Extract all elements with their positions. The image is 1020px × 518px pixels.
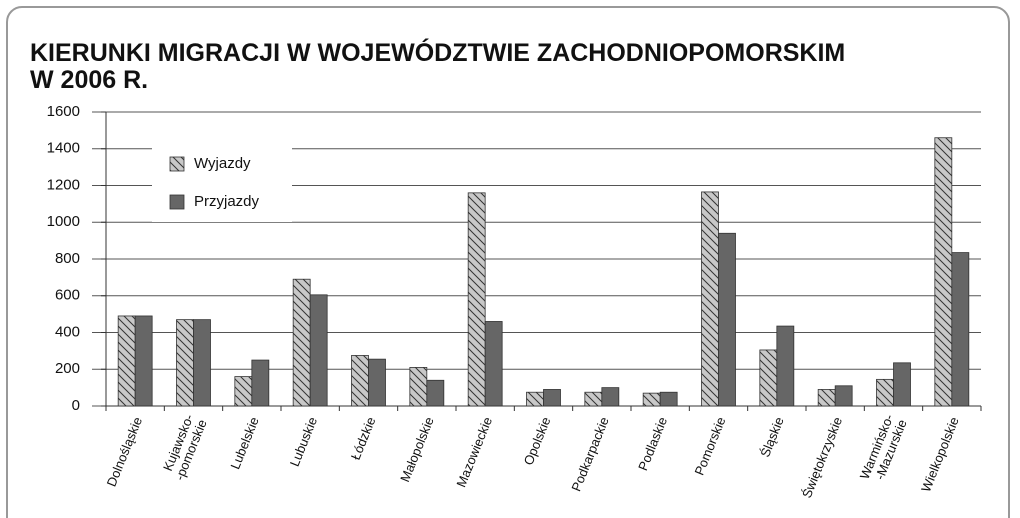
bar — [234, 376, 253, 407]
bar — [642, 392, 661, 407]
bar — [426, 379, 445, 407]
y-tick-label: 1200 — [47, 176, 80, 193]
legend-swatch — [169, 156, 185, 172]
legend-label: Wyjazdy — [194, 155, 251, 172]
bar — [718, 232, 736, 407]
bar — [834, 385, 853, 407]
bar — [484, 321, 503, 407]
legend-swatch — [169, 194, 185, 210]
chart-title: KIERUNKI MIGRACJI W WOJEWÓDZTWIE ZACHODN… — [30, 39, 846, 94]
bar — [409, 367, 428, 407]
x-tick-label: Łódzkie — [348, 415, 379, 462]
x-tick-label: Śląskie — [757, 415, 787, 459]
bar — [659, 391, 678, 407]
x-tick-label: Małopolskie — [397, 415, 437, 484]
y-tick-label: 1400 — [47, 140, 80, 157]
bar — [134, 315, 153, 407]
bar — [951, 252, 970, 407]
bar — [292, 278, 311, 407]
bar — [117, 315, 136, 407]
bar — [776, 325, 795, 407]
bar — [193, 319, 211, 407]
y-tick-label: 1600 — [47, 103, 80, 120]
y-tick-label: 200 — [55, 360, 80, 377]
bar — [584, 391, 603, 407]
bar — [543, 389, 561, 407]
x-tick-label: Opolskie — [521, 415, 554, 468]
bar — [309, 294, 328, 407]
bar — [176, 319, 194, 407]
bar — [817, 389, 836, 407]
bar — [351, 355, 369, 407]
x-tick-label: Lubuskie — [287, 415, 320, 469]
x-tick-label: Podlaskie — [635, 415, 670, 473]
x-tick-label: Warmińsko--Mazurskie — [857, 412, 910, 487]
y-tick-label: 400 — [55, 323, 80, 340]
x-tick-label: Wielkopolskie — [918, 415, 962, 494]
bar — [893, 362, 911, 407]
bar — [876, 378, 894, 407]
bar — [467, 192, 486, 407]
y-tick-label: 1000 — [47, 213, 80, 230]
x-tick-label: Podkarpackie — [568, 415, 611, 494]
bar — [251, 359, 270, 407]
x-tick-label: Kujawsko--pomorskie — [159, 412, 210, 483]
y-tick-label: 0 — [72, 397, 80, 414]
x-tick-label: Dolnośląskie — [104, 415, 146, 489]
x-tick-label: Pomorskie — [692, 415, 729, 478]
legend-label: Przyjazdy — [194, 193, 260, 210]
frame — [6, 6, 1010, 518]
x-tick-label: Mazowieckie — [453, 415, 495, 490]
bar — [601, 387, 620, 407]
bar — [368, 358, 386, 407]
y-tick-label: 800 — [55, 250, 80, 267]
y-tick-label: 600 — [55, 287, 80, 304]
bar — [759, 349, 778, 407]
bar — [701, 191, 719, 407]
x-tick-label: Lubelskie — [227, 415, 261, 472]
bar — [934, 137, 953, 407]
x-tick-label: Świętokrzyskie — [799, 415, 845, 500]
bar — [526, 391, 544, 407]
